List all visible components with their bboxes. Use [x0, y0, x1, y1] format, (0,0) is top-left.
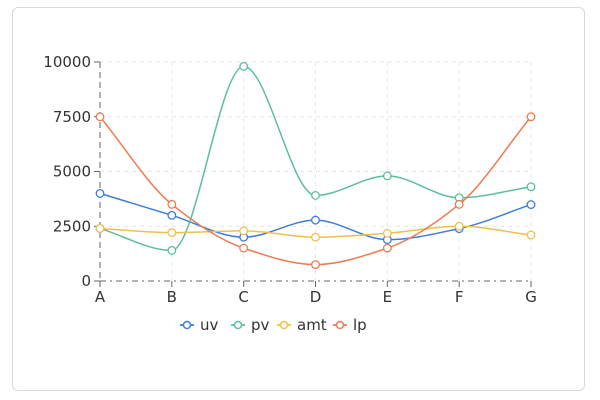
- data-point-lp-E[interactable]: [382, 243, 392, 253]
- y-tick-label: 2500: [53, 217, 91, 235]
- data-point-lp-G[interactable]: [526, 112, 536, 122]
- data-point-amt-A[interactable]: [95, 223, 105, 233]
- legend-label: uv: [200, 316, 219, 334]
- grid: [100, 61, 532, 281]
- y-tick-label: 0: [81, 272, 91, 290]
- data-point-amt-E[interactable]: [382, 228, 392, 238]
- data-point-uv-B[interactable]: [167, 210, 177, 220]
- legend-marker-icon: [182, 320, 192, 330]
- x-tick-label: C: [238, 288, 248, 306]
- legend-item-lp[interactable]: lp: [333, 316, 367, 334]
- series-line-pv: [99, 65, 532, 252]
- data-point-pv-G[interactable]: [526, 182, 536, 192]
- data-point-pv-D[interactable]: [311, 190, 320, 200]
- data-point-lp-A[interactable]: [95, 112, 105, 122]
- legend-marker-icon: [279, 320, 289, 330]
- data-point-amt-C[interactable]: [239, 226, 249, 236]
- series: [95, 61, 536, 270]
- x-tick-label: F: [455, 288, 464, 306]
- data-point-lp-D[interactable]: [311, 260, 320, 270]
- y-tick-label: 5000: [53, 163, 91, 181]
- chart-card: [12, 7, 585, 391]
- legend-marker-icon: [233, 320, 243, 330]
- data-point-pv-C[interactable]: [239, 61, 249, 71]
- axes: 0 2500 5000 7500 10000 A B C D E F G: [43, 53, 537, 306]
- legend: uv pv amt lp: [180, 316, 367, 334]
- x-tick-label: G: [525, 288, 537, 306]
- y-tick-label: 7500: [53, 108, 91, 126]
- x-tick-label: E: [383, 288, 392, 306]
- data-point-pv-E[interactable]: [382, 171, 392, 181]
- legend-label: amt: [297, 316, 327, 334]
- series-lp: [95, 112, 536, 270]
- series-amt: [95, 221, 536, 242]
- legend-label: lp: [353, 316, 367, 334]
- data-point-amt-G[interactable]: [526, 230, 536, 240]
- data-point-uv-G[interactable]: [526, 200, 536, 210]
- legend-marker-icon: [335, 320, 345, 330]
- x-tick-label: A: [95, 288, 106, 306]
- x-tick-label: B: [167, 288, 177, 306]
- data-point-amt-D[interactable]: [311, 232, 320, 242]
- legend-item-amt[interactable]: amt: [277, 316, 327, 334]
- data-point-uv-A[interactable]: [95, 188, 105, 198]
- legend-label: pv: [251, 316, 270, 334]
- data-point-pv-B[interactable]: [167, 245, 177, 255]
- data-point-uv-D[interactable]: [311, 215, 320, 225]
- data-point-lp-C[interactable]: [239, 243, 249, 253]
- data-point-amt-B[interactable]: [167, 228, 177, 238]
- y-tick-label: 10000: [43, 53, 91, 71]
- x-tick-label: D: [310, 288, 322, 306]
- data-point-amt-F[interactable]: [454, 221, 464, 231]
- data-point-lp-B[interactable]: [167, 199, 177, 209]
- legend-item-uv[interactable]: uv: [180, 316, 219, 334]
- legend-item-pv[interactable]: pv: [231, 316, 270, 334]
- data-point-lp-F[interactable]: [454, 199, 464, 209]
